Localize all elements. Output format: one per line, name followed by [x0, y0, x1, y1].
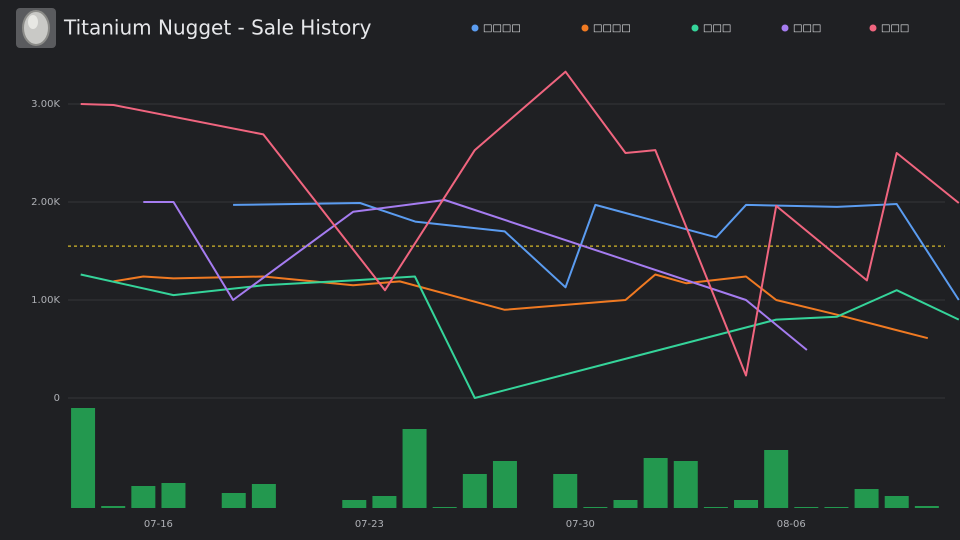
volume-bar	[71, 408, 96, 508]
y-tick-label: 1.00K	[31, 295, 60, 306]
volume-bar	[432, 507, 457, 508]
x-tick-label: 07-23	[355, 519, 384, 530]
legend-label: □□□	[703, 23, 731, 34]
volume-bar	[854, 489, 879, 508]
x-tick-label: 07-16	[144, 519, 173, 530]
volume-bar	[794, 507, 819, 508]
legend-label: □□□□	[483, 23, 521, 34]
series-line	[233, 202, 960, 301]
volume-bar	[101, 506, 126, 508]
volume-bar	[131, 486, 156, 508]
volume-bar	[824, 507, 849, 508]
series-line	[113, 273, 929, 340]
legend-marker	[869, 24, 877, 32]
volume-bar	[643, 458, 668, 508]
series-line	[80, 273, 960, 399]
y-tick-label: 2.00K	[31, 197, 60, 208]
x-tick-label: 08-06	[777, 519, 806, 530]
legend-marker	[471, 24, 479, 32]
volume-bar	[884, 496, 909, 508]
volume-bar	[402, 429, 427, 508]
volume-bar	[764, 450, 789, 508]
y-tick-label: 3.00K	[31, 99, 60, 110]
volume-bar	[251, 484, 276, 508]
volume-bar	[462, 474, 487, 508]
x-tick-label: 07-30	[566, 519, 595, 530]
legend-label: □□□□	[593, 23, 631, 34]
volume-bar	[553, 474, 578, 508]
volume-bar	[673, 461, 698, 508]
volume-bar	[161, 483, 186, 508]
volume-bar	[342, 500, 367, 508]
legend-marker	[781, 24, 789, 32]
legend-marker	[581, 24, 589, 32]
legend-label: □□□	[793, 23, 821, 34]
series-line	[143, 199, 808, 351]
series-line	[80, 70, 960, 377]
volume-bar	[372, 496, 397, 508]
volume-bar	[221, 493, 246, 508]
legend-marker	[691, 24, 699, 32]
item-icon	[16, 8, 56, 48]
volume-bar	[583, 507, 608, 508]
volume-bar	[734, 500, 759, 508]
volume-bar	[914, 506, 939, 508]
chart-title: Titanium Nugget - Sale History	[63, 16, 372, 40]
volume-bar	[492, 461, 517, 508]
volume-bar	[703, 507, 728, 508]
y-tick-label: 0	[54, 393, 60, 404]
legend-label: □□□	[881, 23, 909, 34]
volume-bar	[613, 500, 638, 508]
